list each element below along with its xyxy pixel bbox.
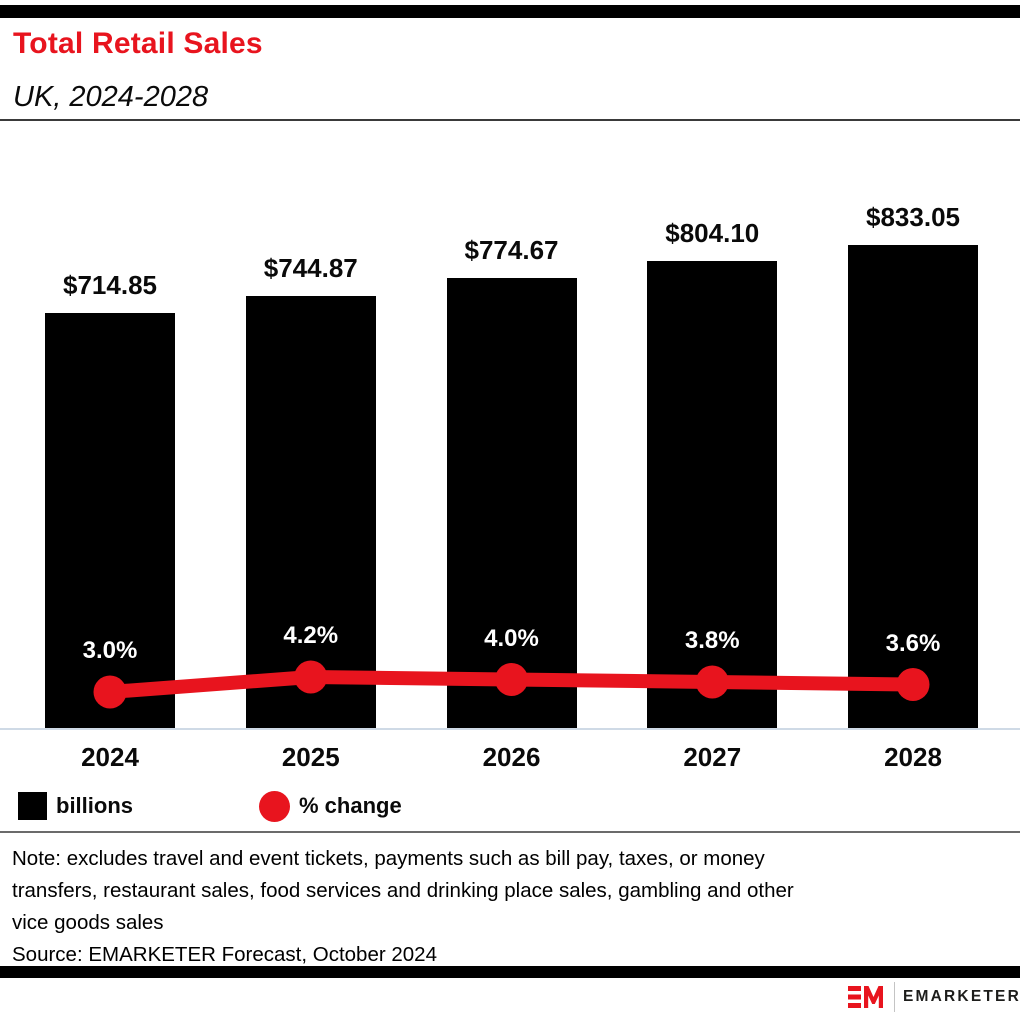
x-axis-label: 2026 [482,742,541,772]
legend-line-label: % change [299,793,402,818]
bar-value-label: $804.10 [665,218,760,249]
brand-name: EMARKETER [903,988,1020,1005]
legend-bar-label: billions [56,793,133,818]
bar-2028 [848,244,978,728]
bar-2025 [245,295,376,728]
brand-logo: EMARKETER [848,980,1020,1014]
page-title: Total Retail Sales [13,27,263,60]
x-axis-label: 2024 [81,742,139,772]
legend-line-swatch-icon [259,790,290,822]
note-line: transfers, restaurant sales, food servic… [12,879,794,902]
pct-change-label: 4.2% [283,622,339,649]
bar-value-label: $744.87 [263,252,358,283]
bar-2027 [647,261,778,728]
page-subtitle: UK, 2024-2028 [13,81,209,113]
footnote-block: Note: excludes travel and event tickets,… [12,843,1012,971]
note-line: Note: excludes travel and event tickets,… [12,847,765,870]
header-divider [0,119,1020,121]
bar-2026 [446,278,577,728]
logo-divider [894,982,895,1012]
x-axis-label: 2027 [683,742,742,772]
top-black-bar [0,5,1020,18]
x-axis-label: 2025 [281,742,340,772]
note-line: vice goods sales [12,911,164,934]
pct-change-label: 3.8% [684,627,740,654]
bottom-black-bar [0,966,1020,978]
bar-value-label: $714.85 [63,270,157,301]
em-logo-icon [848,986,883,1008]
pct-change-label: 3.6% [885,629,941,657]
bar-value-label: $774.67 [464,235,559,266]
source-line: Source: EMARKETER Forecast, October 2024 [12,943,437,966]
pct-change-label: 4.0% [484,624,539,652]
bar-2024 [45,313,175,728]
x-axis-label: 2028 [884,742,942,772]
chart-legend: billions % change [18,790,402,822]
legend-bar-swatch-icon [18,792,47,820]
x-axis-line [0,728,1020,730]
bar-value-label: $833.05 [866,201,960,232]
pct-change-label: 3.0% [82,637,138,664]
legend-divider [0,831,1020,833]
